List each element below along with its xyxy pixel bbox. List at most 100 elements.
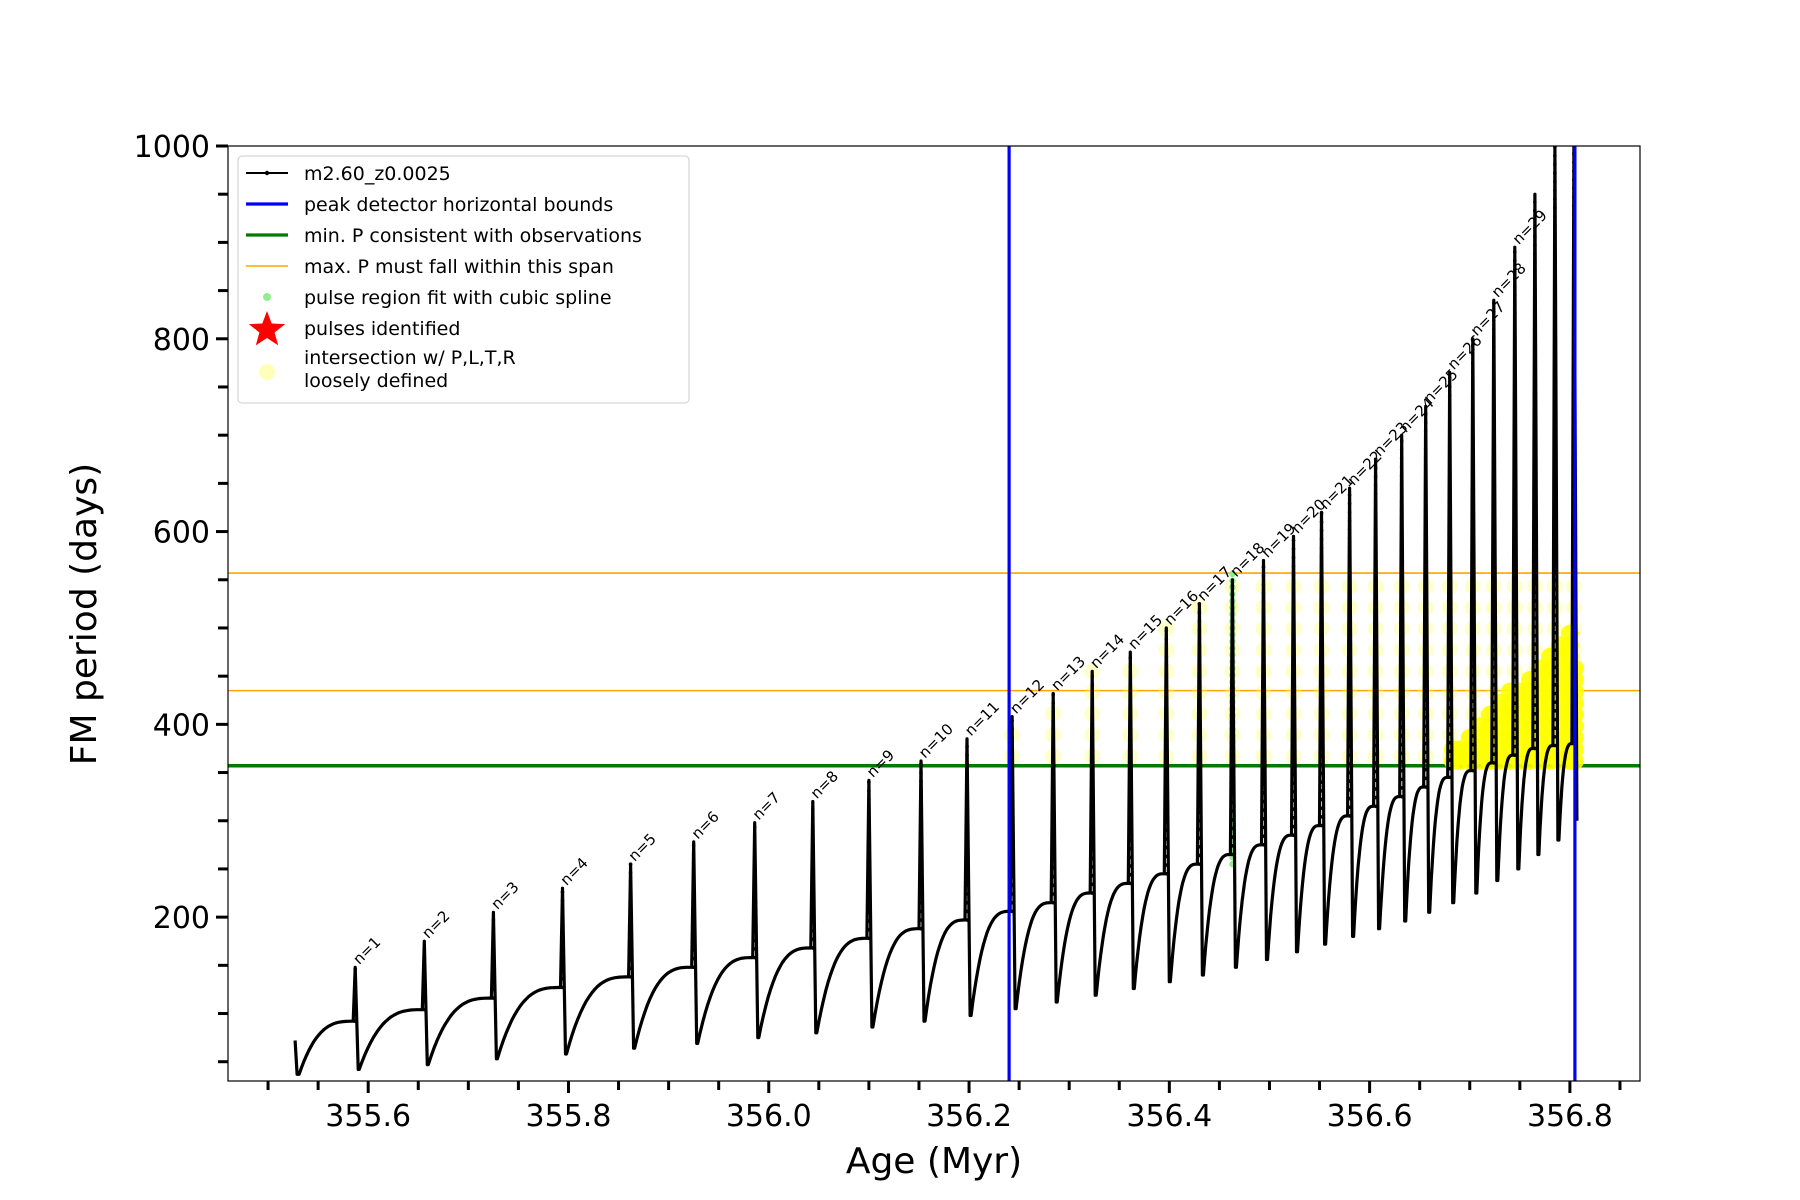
series-point — [1470, 716, 1475, 721]
series-point — [1051, 736, 1055, 740]
series-point — [1128, 699, 1133, 704]
x-tick-label: 356.2 — [926, 1099, 1012, 1134]
series-point — [691, 887, 696, 891]
series-point — [1399, 560, 1404, 565]
series-point — [1230, 705, 1235, 709]
x-tick-label: 356.6 — [1327, 1099, 1413, 1134]
series-point — [1164, 793, 1169, 798]
series-point — [491, 952, 496, 957]
series-point — [1051, 753, 1055, 757]
series-point — [1373, 596, 1378, 600]
series-point — [1533, 512, 1537, 517]
series-point — [1010, 762, 1014, 766]
series-point — [1291, 590, 1296, 595]
series-point — [1128, 803, 1133, 808]
series-point — [1319, 684, 1324, 689]
series-point — [1373, 474, 1378, 479]
series-point — [1513, 293, 1517, 298]
series-point — [1513, 579, 1517, 584]
series-point — [1423, 498, 1428, 503]
series-point — [1261, 678, 1266, 682]
series-point — [691, 939, 696, 944]
series-point — [1291, 538, 1296, 543]
series-point — [1373, 726, 1378, 731]
series-point — [1051, 883, 1055, 888]
series-point — [1491, 301, 1496, 305]
series-point — [1090, 691, 1095, 696]
series-point — [491, 978, 496, 983]
series-point — [1553, 231, 1557, 236]
legend-box — [237, 155, 690, 404]
series-point — [1319, 693, 1324, 698]
series-point — [1553, 223, 1557, 227]
series-point — [1197, 766, 1202, 771]
series-point — [867, 849, 871, 854]
series-point — [1373, 613, 1378, 618]
series-point — [1491, 552, 1496, 557]
series-point — [1261, 582, 1266, 587]
series-point — [1513, 657, 1517, 662]
series-point — [1319, 667, 1324, 672]
series-point — [1261, 817, 1266, 821]
series-point — [1230, 722, 1235, 727]
series-point — [1197, 758, 1202, 762]
series-point — [1399, 586, 1404, 591]
series-point — [1197, 749, 1202, 754]
series-point — [811, 885, 815, 890]
series-point — [1347, 562, 1352, 567]
series-point — [1423, 429, 1428, 434]
series-point — [1470, 647, 1475, 651]
series-point — [867, 936, 871, 941]
series-point — [422, 999, 427, 1003]
series-point — [1319, 589, 1324, 594]
series-point — [1470, 447, 1475, 452]
y-tick-label: 600 — [153, 516, 210, 551]
series-point — [1128, 838, 1133, 842]
series-point — [1513, 545, 1517, 549]
series-point — [1010, 840, 1014, 844]
series-point — [1423, 412, 1428, 416]
series-point — [1090, 865, 1095, 869]
series-point — [1491, 544, 1496, 548]
series-point — [1090, 856, 1095, 861]
series-point — [1010, 796, 1014, 801]
series-point — [1373, 778, 1378, 783]
series-point — [1553, 362, 1557, 366]
series-point — [1128, 820, 1133, 825]
series-point — [1347, 805, 1352, 810]
series-point — [1261, 756, 1266, 760]
series-point — [1447, 654, 1452, 658]
series-point — [1291, 790, 1296, 794]
series-point — [1447, 697, 1452, 702]
series-point — [1164, 759, 1169, 763]
series-point — [1553, 146, 1557, 149]
series-point — [752, 938, 757, 943]
series-point — [1533, 659, 1537, 664]
series-point — [1533, 581, 1537, 586]
series-point — [1399, 447, 1404, 452]
series-point — [965, 883, 969, 888]
series-point — [1447, 523, 1452, 528]
series-point — [1291, 642, 1296, 647]
series-point — [1230, 817, 1235, 822]
series-point — [1164, 811, 1169, 815]
series-point — [1373, 630, 1378, 635]
series-point — [1423, 603, 1428, 607]
vertical-bound-lines — [1007, 146, 1577, 1081]
series-point — [1347, 675, 1352, 679]
series-point — [1319, 789, 1324, 793]
series-point — [1447, 766, 1452, 771]
series-point — [1553, 197, 1557, 201]
series-point — [1491, 492, 1496, 496]
series-point — [1553, 162, 1557, 167]
series-point — [1513, 527, 1517, 532]
series-point — [1291, 816, 1296, 820]
series-point — [1051, 762, 1055, 766]
series-point — [1470, 742, 1475, 747]
plot-frame — [227, 145, 1641, 1082]
series-point — [1513, 536, 1517, 541]
series-point — [1347, 779, 1352, 784]
series-point — [1164, 785, 1169, 789]
series-point — [811, 859, 815, 864]
series-point — [1230, 583, 1235, 588]
